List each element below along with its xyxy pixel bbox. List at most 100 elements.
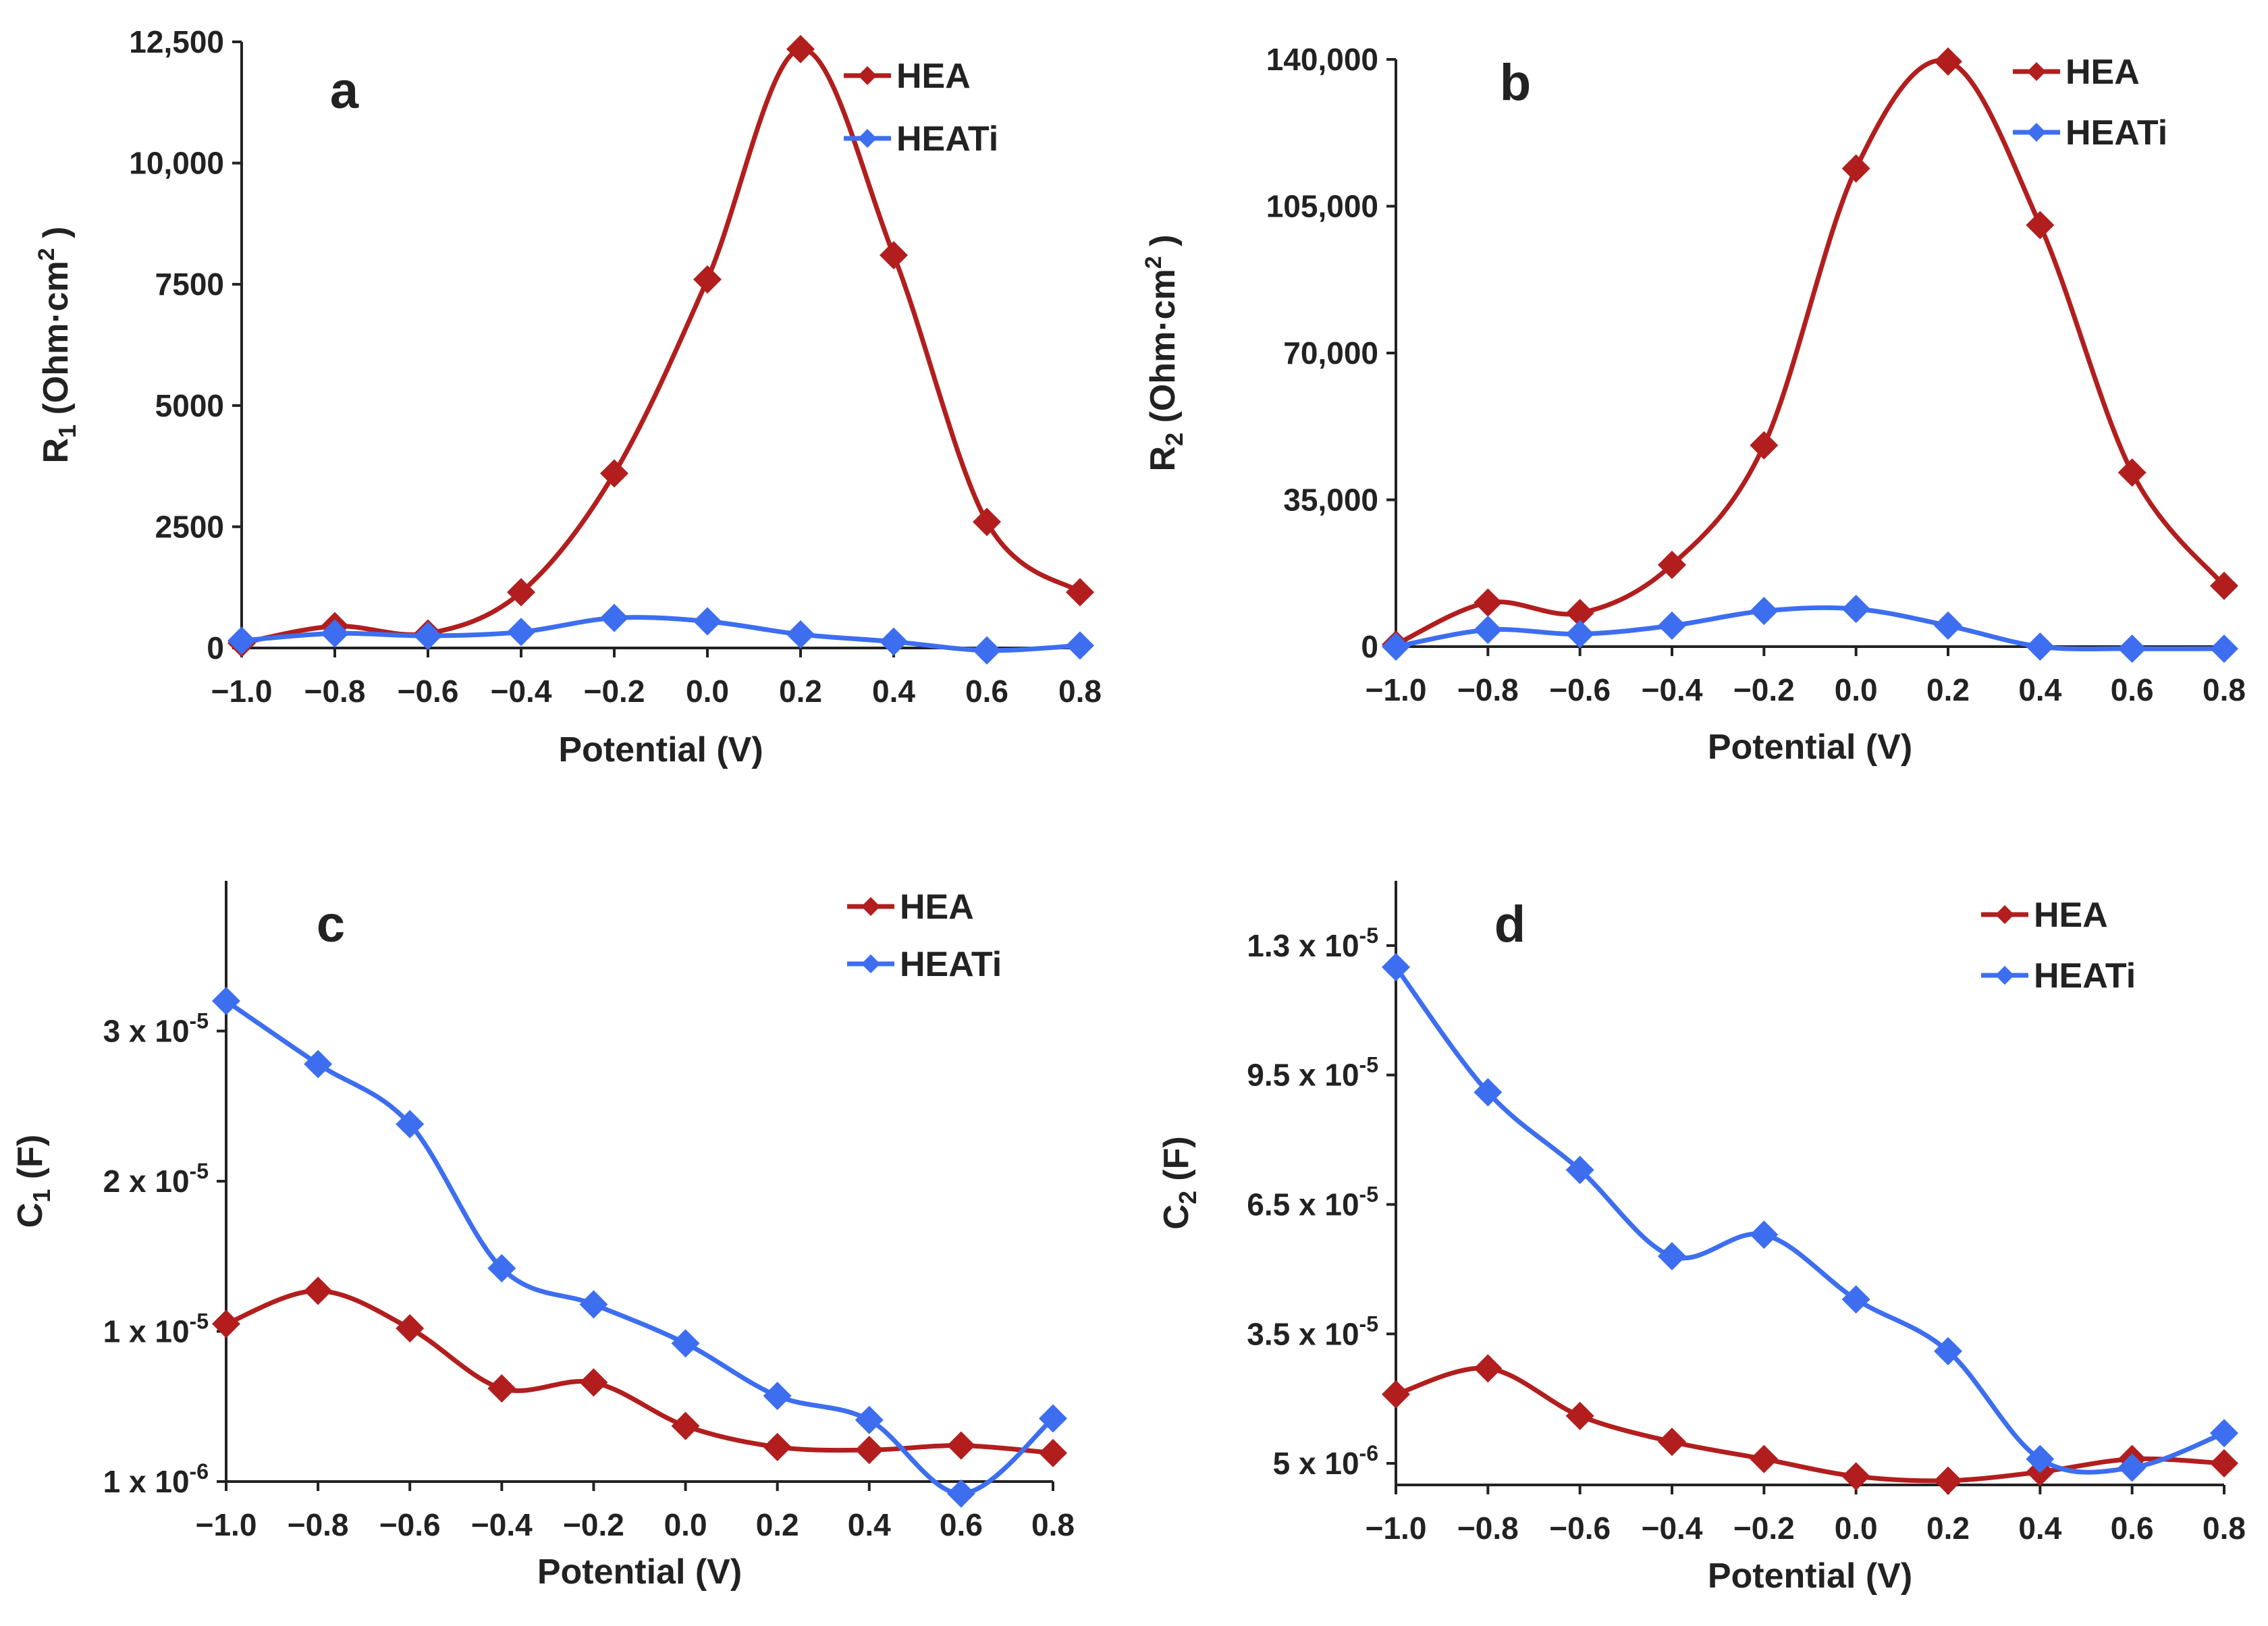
legend-marker [858, 66, 877, 85]
data-point [671, 1411, 700, 1440]
data-point [1934, 1336, 1962, 1365]
data-point [1658, 1428, 1686, 1457]
data-point [1658, 611, 1686, 640]
legend-label: HEA [896, 57, 971, 96]
x-tick-label: 0.8 [2203, 1511, 2246, 1546]
data-point [1039, 1438, 1067, 1467]
x-tick-label: 0.8 [1058, 674, 1102, 709]
data-point [321, 619, 349, 648]
x-tick-label: −0.4 [491, 674, 552, 709]
y-tick-label: 35,000 [1283, 483, 1378, 518]
data-point [396, 1110, 425, 1139]
data-point [2210, 1449, 2238, 1478]
data-point [1750, 597, 1779, 626]
series-line [1394, 965, 2225, 1475]
series-heati [227, 603, 1094, 665]
data-point [855, 1436, 884, 1465]
data-point [946, 1431, 975, 1460]
y-tick-label: 70,000 [1283, 335, 1378, 371]
x-tick-label: −0.6 [1549, 1511, 1611, 1546]
data-point [1565, 1401, 1594, 1430]
data-point [1382, 1380, 1410, 1409]
legend: HEA HEATi [1981, 896, 2136, 996]
series-hea [1382, 47, 2238, 659]
y-tick-base: 6.5 x 10 [1247, 1187, 1359, 1222]
y-tick-label: 1 x 10-6 [103, 1459, 209, 1499]
y-axis-label: C2 (F) [1157, 1136, 1202, 1229]
x-tick-label: 0.6 [965, 674, 1008, 709]
x-tick-label: 0.0 [1835, 672, 1878, 707]
y-tick-base: 9.5 x 10 [1247, 1058, 1359, 1093]
data-point [212, 1309, 240, 1338]
y-tick-label: 0 [207, 630, 224, 666]
data-point [1658, 550, 1686, 579]
legend: HEA HEATi [844, 57, 998, 159]
x-tick-label: 0.0 [686, 674, 729, 709]
x-tick-label: 0.0 [1835, 1511, 1878, 1546]
series-line [1395, 1365, 2225, 1484]
data-point [763, 1432, 792, 1461]
data-point [1474, 1354, 1503, 1383]
legend-marker [858, 129, 877, 148]
y-tick-exponent: -5 [1359, 923, 1378, 948]
legend-label: HEATi [896, 119, 998, 159]
panel-label-d: d [1494, 896, 1526, 953]
y-label-main: C [1157, 1204, 1196, 1230]
y-tick-label: 3.5 x 10-5 [1247, 1311, 1378, 1351]
data-point [1841, 1462, 1870, 1491]
y-tick-label: 1 x 10-5 [103, 1309, 209, 1349]
y-tick-base: 1 x 10 [103, 1464, 190, 1499]
data-point [579, 1290, 608, 1319]
y-tick-exponent: -5 [1359, 1053, 1378, 1077]
data-point [973, 508, 1001, 537]
y-tick-label: 1.3 x 10-5 [1247, 923, 1378, 963]
data-point [2026, 211, 2055, 240]
y-label-superscript: 2 [1141, 256, 1166, 269]
y-tick-label: 2 x 10-5 [103, 1159, 209, 1199]
series-heati [1382, 952, 2238, 1482]
data-point [1841, 595, 1870, 624]
y-tick-label: 105,000 [1266, 189, 1378, 224]
data-point [1841, 154, 1870, 183]
y-label-subscript: 2 [1174, 1191, 1202, 1204]
legend-marker [861, 897, 880, 916]
data-point [2210, 571, 2238, 600]
data-point [880, 241, 908, 270]
y-tick-base: 5 x 10 [1273, 1446, 1359, 1481]
data-point [304, 1050, 333, 1079]
data-point [414, 622, 442, 651]
x-tick-label: −0.2 [584, 674, 645, 709]
y-tick-exponent: -6 [1359, 1441, 1378, 1465]
y-tick-label: 12,500 [129, 24, 224, 59]
x-tick-label: −0.6 [379, 1507, 441, 1542]
data-point [973, 636, 1001, 665]
data-point [2026, 632, 2055, 661]
y-axis-label: C1 (F) [11, 1135, 55, 1228]
legend: HEA HEATi [847, 888, 1002, 984]
y-label-unit-close: ) [36, 227, 76, 248]
data-point [1039, 1404, 1067, 1433]
x-tick-label: 0.2 [1926, 1511, 1970, 1546]
x-tick-label: −0.8 [1457, 1511, 1519, 1546]
x-tick-label: 0.2 [779, 674, 822, 709]
x-tick-label: −1.0 [211, 674, 273, 709]
x-tick-label: 0.2 [1926, 672, 1970, 707]
data-point [693, 607, 722, 636]
panel-label-a: a [330, 62, 359, 119]
data-point [1841, 1285, 1870, 1314]
legend-marker [1995, 966, 2014, 985]
data-point [2117, 458, 2146, 487]
x-tick-label: −0.2 [563, 1507, 624, 1542]
y-label-main: R [1143, 446, 1183, 472]
y-axis-label: R1 (Ohm·cm2 ) [34, 227, 81, 464]
chart-panel-a: −1.0 −0.8 −0.6 −0.4 −0.2 0.0 0.2 0.4 0.6 0.802500… [34, 24, 1102, 769]
y-tick-base: 3.5 x 10 [1247, 1316, 1359, 1351]
series-hea [1382, 1354, 2238, 1495]
legend-label: HEATi [900, 945, 1002, 984]
data-point [946, 1479, 975, 1508]
y-tick-exponent: -5 [1359, 1182, 1378, 1206]
y-label-subscript: 2 [1160, 433, 1188, 446]
y-tick-base: 1.3 x 10 [1247, 928, 1359, 963]
y-label-main: R [36, 438, 76, 464]
